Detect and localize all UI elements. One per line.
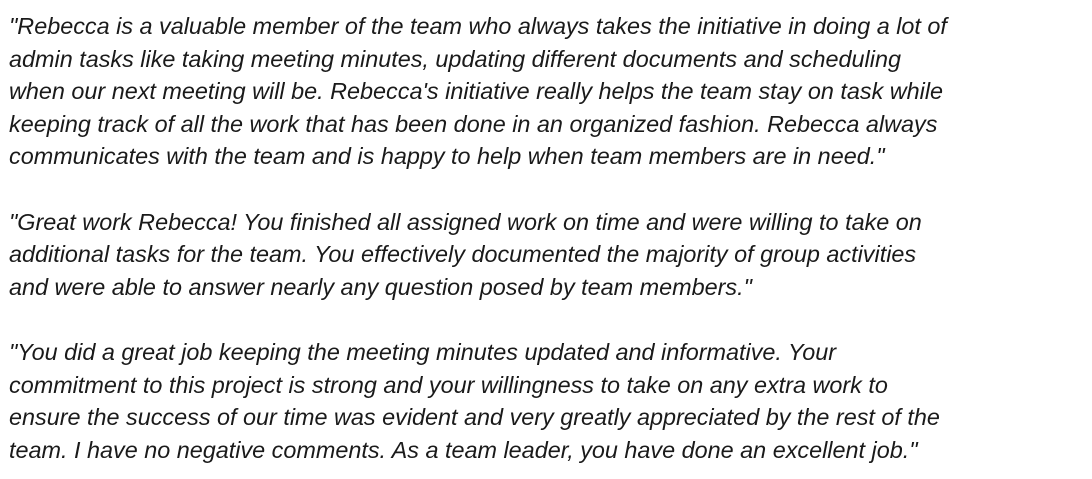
quote-line: "Rebecca is a valuable member of the tea… [9, 13, 947, 39]
quote-line: ensure the success of our time was evide… [9, 404, 940, 431]
quote-line: "You did a great job keeping the meeting… [9, 338, 837, 365]
quote-line: team. I have no negative comments. As a … [9, 436, 918, 463]
feedback-document: "Rebecca is a valuable member of the tea… [9, 10, 1085, 466]
quote-line: commitment to this project is strong and… [9, 371, 888, 398]
quote-line: admin tasks like taking meeting minutes,… [9, 45, 901, 72]
quote-line: "Great work Rebecca! You finished all as… [9, 208, 922, 235]
feedback-quote-2: "Great work Rebecca! You finished all as… [9, 206, 1085, 304]
quote-line: additional tasks for the team. You effec… [9, 241, 917, 268]
feedback-quote-1: "Rebecca is a valuable member of the tea… [9, 10, 1085, 173]
quote-line: communicates with the team and is happy … [9, 143, 885, 170]
quote-line: keeping track of all the work that has b… [9, 110, 938, 137]
quote-line: and were able to answer nearly any quest… [9, 273, 752, 300]
quote-line: when our next meeting will be. Rebecca's… [9, 78, 944, 105]
feedback-quote-3: "You did a great job keeping the meeting… [9, 336, 1085, 466]
